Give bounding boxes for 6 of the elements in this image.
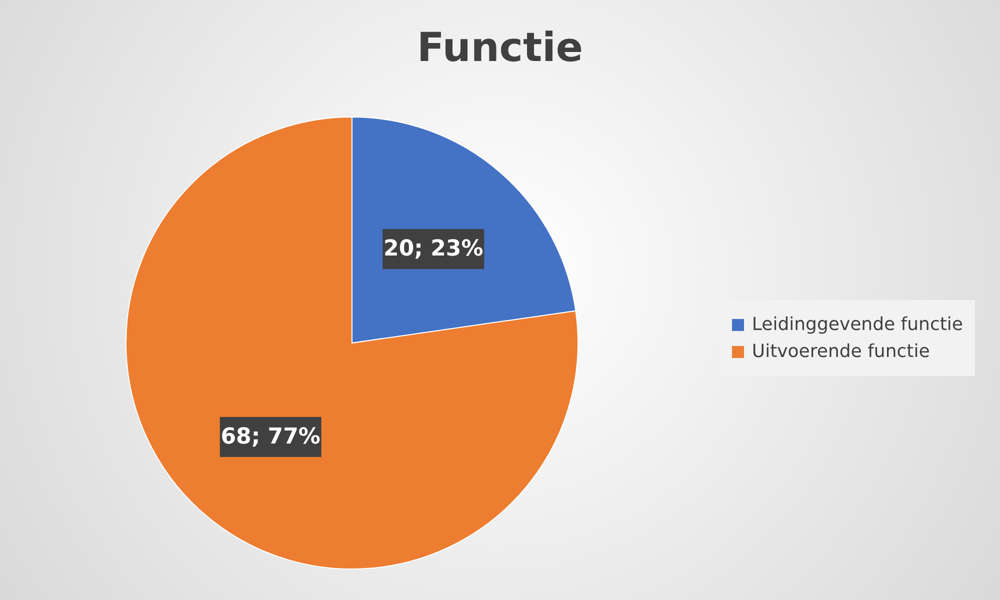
slice-label: Uitvoerende functie bbox=[752, 341, 930, 362]
data-label: 20; 23% bbox=[384, 236, 484, 262]
data-label: 68; 77% bbox=[220, 424, 320, 450]
legend-label: Leidinggevende functie bbox=[752, 314, 963, 335]
pie-slice bbox=[126, 116, 578, 570]
chart-title: Functie bbox=[416, 25, 584, 71]
